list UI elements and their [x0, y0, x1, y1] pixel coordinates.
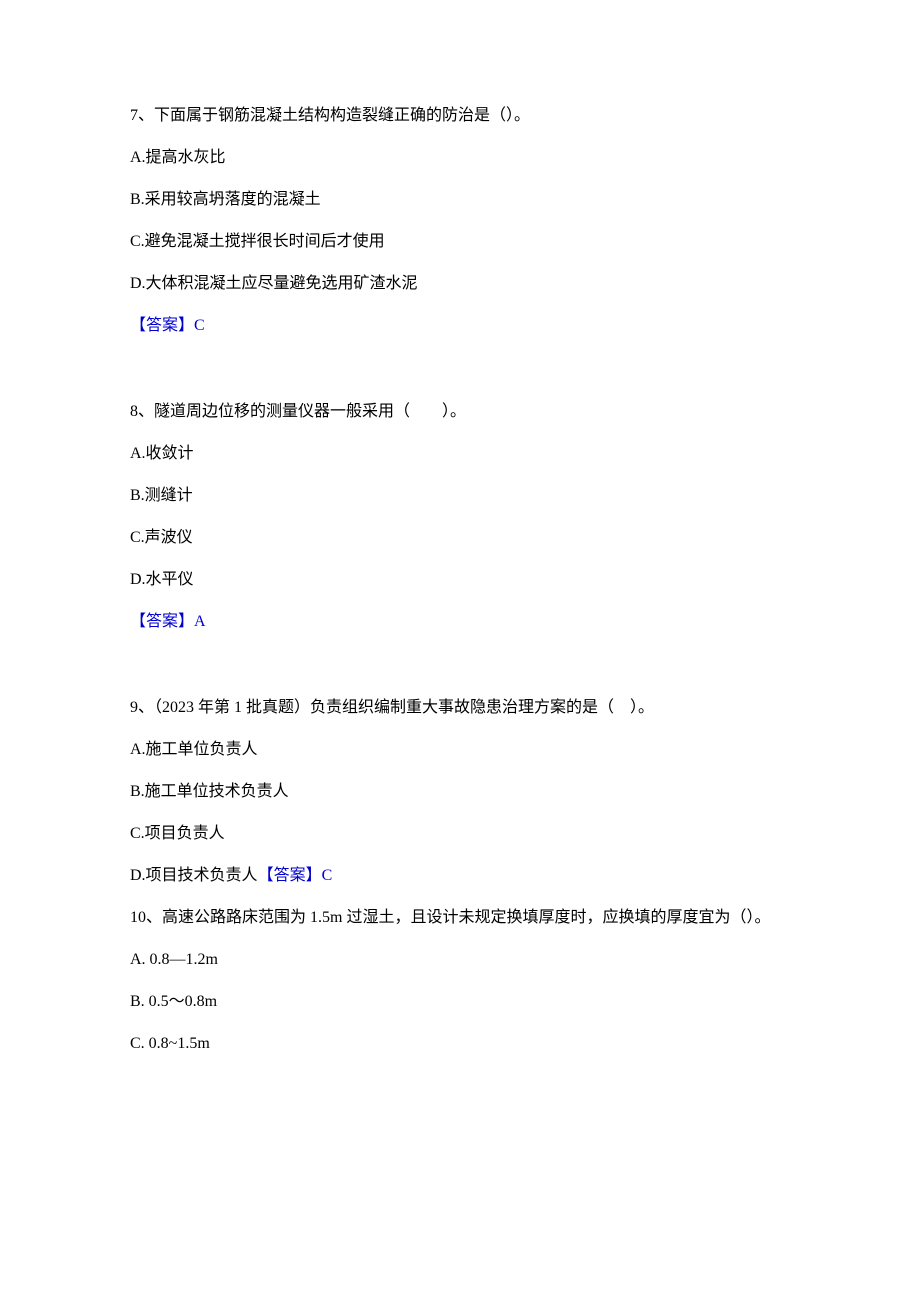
question-9: 9、（2023 年第 1 批真题）负责组织编制重大事故隐患治理方案的是（ ）。 …: [130, 696, 790, 888]
question-7: 7、下面属于钢筋混凝土结构构造裂缝正确的防治是（）。 A.提高水灰比 B.采用较…: [130, 104, 790, 338]
option-c: C. 0.8~1.5m: [130, 1032, 790, 1056]
option-c: C.项目负责人: [130, 822, 790, 846]
option-d: D.水平仪: [130, 568, 790, 592]
question-10: 10、高速公路路床范围为 1.5m 过湿土，且设计未规定换填厚度时，应换填的厚度…: [130, 906, 790, 1056]
question-text: 下面属于钢筋混凝土结构构造裂缝正确的防治是（）。: [154, 107, 530, 124]
answer-label: 【答案】: [130, 613, 194, 630]
answer-value: C: [322, 867, 333, 884]
option-d: D.项目技术负责人: [130, 867, 258, 884]
option-b: B. 0.5～0.8m: [130, 990, 790, 1014]
option-c: C.声波仪: [130, 526, 790, 550]
answer-label: 【答案】: [130, 317, 194, 334]
option-b: B.测缝计: [130, 484, 790, 508]
question-8: 8、隧道周边位移的测量仪器一般采用（ ）。 A.收敛计 B.测缝计 C.声波仪 …: [130, 400, 790, 634]
answer-label: 【答案】: [258, 867, 322, 884]
answer: 【答案】A: [130, 610, 790, 634]
question-stem: 7、下面属于钢筋混凝土结构构造裂缝正确的防治是（）。: [130, 104, 790, 128]
option-d: D.大体积混凝土应尽量避免选用矿渣水泥: [130, 272, 790, 296]
option-d-with-answer: D.项目技术负责人【答案】C: [130, 864, 790, 888]
question-stem: 8、隧道周边位移的测量仪器一般采用（ ）。: [130, 400, 790, 424]
question-text: （2023 年第 1 批真题）负责组织编制重大事故隐患治理方案的是（ ）。: [154, 699, 654, 716]
question-text: 隧道周边位移的测量仪器一般采用（ ）。: [154, 403, 466, 420]
answer: 【答案】C: [130, 314, 790, 338]
question-number: 7、: [130, 107, 154, 124]
answer-value: A: [194, 613, 206, 630]
question-text: 高速公路路床范围为 1.5m 过湿土，且设计未规定换填厚度时，应换填的厚度宜为（…: [162, 909, 770, 926]
question-number: 10、: [130, 909, 162, 926]
question-stem: 10、高速公路路床范围为 1.5m 过湿土，且设计未规定换填厚度时，应换填的厚度…: [130, 906, 790, 930]
question-number: 9、: [130, 699, 154, 716]
option-c: C.避免混凝土搅拌很长时间后才使用: [130, 230, 790, 254]
option-a: A. 0.8—1.2m: [130, 948, 790, 972]
question-stem: 9、（2023 年第 1 批真题）负责组织编制重大事故隐患治理方案的是（ ）。: [130, 696, 790, 720]
answer-value: C: [194, 317, 205, 334]
option-a: A.收敛计: [130, 442, 790, 466]
answer: 【答案】C: [258, 867, 333, 884]
option-a: A.施工单位负责人: [130, 738, 790, 762]
option-b: B.施工单位技术负责人: [130, 780, 790, 804]
option-b: B.采用较高坍落度的混凝土: [130, 188, 790, 212]
option-a: A.提高水灰比: [130, 146, 790, 170]
question-number: 8、: [130, 403, 154, 420]
